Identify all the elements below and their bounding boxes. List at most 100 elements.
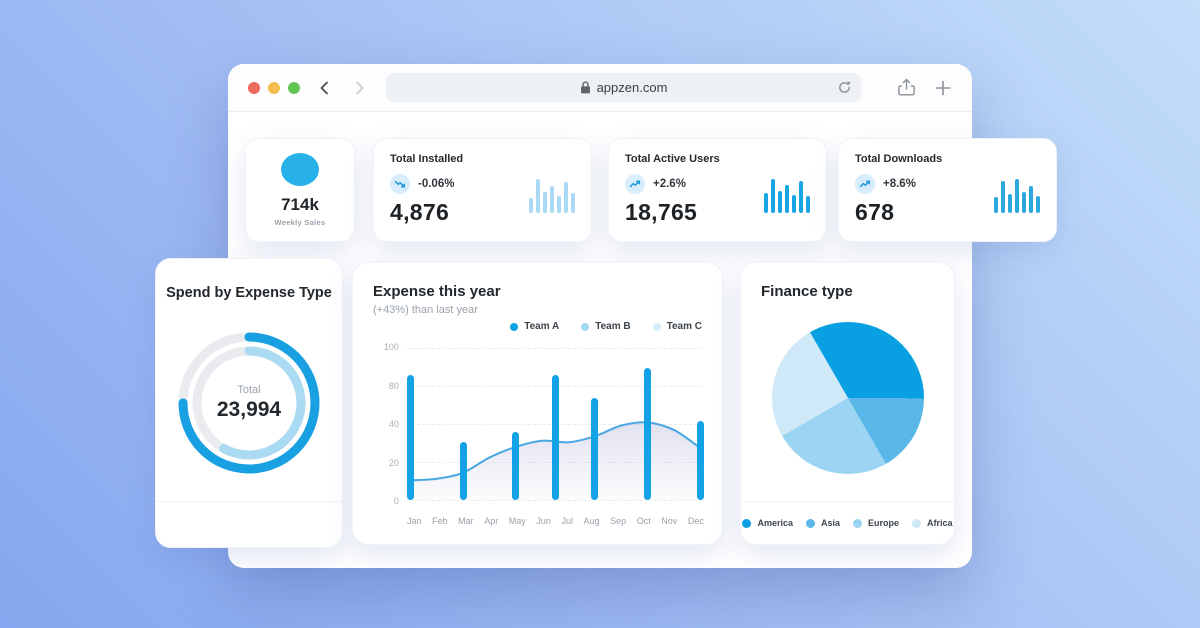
- delta-value: +2.6%: [653, 178, 686, 190]
- legend-label: America: [757, 518, 793, 528]
- donut-chart: Total 23,994: [173, 327, 325, 479]
- x-tick-label: Mar: [458, 516, 474, 526]
- card-title: Spend by Expense Type: [166, 285, 332, 301]
- finance-type-card: Finance type America Asia Europe Africa: [740, 262, 955, 545]
- delta-value: -0.06%: [418, 178, 455, 190]
- plot-area: [406, 348, 704, 501]
- x-tick-label: Sep: [610, 516, 627, 526]
- spark-bar: [543, 192, 547, 213]
- pie-legend: America Asia Europe Africa: [741, 502, 954, 544]
- spark-bar: [1015, 178, 1019, 213]
- spark-bar: [1008, 193, 1012, 213]
- y-tick-label: 0: [393, 496, 399, 506]
- donut-total-value: 23,994: [216, 398, 282, 421]
- stat-title: Total Installed: [390, 153, 464, 165]
- spark-bar: [806, 196, 810, 213]
- x-tick-label: Apr: [484, 516, 499, 526]
- x-tick-label: Jul: [561, 516, 573, 526]
- spark-bar: [564, 182, 568, 213]
- legend-dot-icon: [853, 518, 862, 528]
- spark-bar: [557, 196, 561, 213]
- expense-this-year-card: Expense this year (+43%) than last year …: [352, 262, 723, 545]
- new-tab-button[interactable]: [934, 79, 952, 97]
- legend-dot-icon: [581, 322, 590, 331]
- legend-item: Africa: [912, 518, 953, 528]
- stat-title: Total Active Users: [625, 153, 720, 165]
- donut-total-label: Total: [237, 384, 261, 396]
- gridline: [406, 348, 702, 349]
- spark-bar: [778, 190, 782, 213]
- divider: [741, 501, 954, 502]
- chart-legend: Team A Team B Team C: [510, 321, 702, 332]
- close-window-button[interactable]: [248, 81, 260, 94]
- legend-label: Africa: [927, 518, 953, 528]
- spark-bar: [994, 197, 998, 213]
- stat-title: Total Downloads: [855, 153, 943, 165]
- weekly-sales-label: Weekly Sales: [274, 218, 326, 227]
- weekly-sales-value: 714k: [281, 195, 319, 214]
- x-tick-label: Feb: [432, 516, 448, 526]
- total-installed-card: Total Installed -0.06% 4,876: [373, 138, 592, 242]
- delta-row: +2.6%: [625, 174, 810, 194]
- total-downloads-card: Total Downloads +8.6% 678: [838, 138, 1057, 242]
- zoom-window-button[interactable]: [288, 81, 300, 94]
- trend-down-icon: [390, 174, 410, 194]
- spark-bar: [764, 193, 768, 213]
- spark-bar: [1036, 195, 1040, 213]
- trend-up-icon: [625, 174, 645, 194]
- y-tick-label: 80: [388, 380, 399, 391]
- spend-by-expense-type-card: Spend by Expense Type Total 23,994: [155, 258, 343, 548]
- x-axis: Jan Feb Mar Apr May Jun Jul Aug Sep Oct Nov Dec: [407, 516, 704, 526]
- card-subtitle: (+43%) than last year: [373, 304, 478, 316]
- back-button[interactable]: [316, 79, 334, 97]
- total-active-users-card: Total Active Users +2.6% 18,765: [608, 138, 827, 242]
- spark-bar: [1022, 192, 1026, 213]
- x-tick-label: Oct: [636, 516, 651, 526]
- bar-jun-jul: [551, 375, 559, 500]
- delta-row: -0.06%: [390, 174, 575, 194]
- legend-dot-icon: [510, 322, 519, 331]
- card-title: Expense this year: [373, 283, 501, 300]
- reload-button[interactable]: [837, 80, 852, 95]
- url-text: appzen.com: [596, 80, 668, 95]
- spark-bar: [550, 186, 554, 213]
- divider: [156, 501, 342, 502]
- spark-bar: [792, 195, 796, 213]
- x-tick-label: Aug: [583, 516, 600, 526]
- mini-bar-chart: [529, 177, 575, 213]
- minimize-window-button[interactable]: [268, 81, 280, 94]
- x-tick-label: Dec: [687, 516, 704, 526]
- bar-dec: [696, 420, 704, 500]
- spark-bar: [529, 197, 533, 213]
- spark-bar: [785, 184, 789, 213]
- legend-label: Team C: [666, 321, 702, 332]
- legend-label: Europe: [868, 518, 900, 528]
- x-tick-label: May: [508, 516, 526, 526]
- card-title: Finance type: [761, 283, 853, 300]
- mini-bar-chart: [994, 177, 1040, 213]
- bar-oct: [644, 367, 652, 500]
- delta-row: +8.6%: [855, 174, 1040, 194]
- legend-dot-icon: [652, 322, 661, 331]
- spark-bar: [536, 178, 540, 213]
- mini-bar-chart: [764, 177, 810, 213]
- share-icon[interactable]: [897, 78, 916, 97]
- spark-bar: [1001, 181, 1005, 213]
- legend-dot-icon: [912, 518, 922, 528]
- x-tick-label: Jun: [536, 516, 551, 526]
- pie-chart: [771, 322, 924, 474]
- trend-up-icon: [855, 174, 875, 194]
- bar-mar: [459, 442, 467, 500]
- forward-button[interactable]: [350, 79, 368, 97]
- stat-value: 18,765: [625, 199, 698, 225]
- legend-dot-icon: [805, 518, 815, 528]
- legend-item: Team B: [581, 321, 631, 332]
- stat-value: 4,876: [390, 199, 450, 225]
- legend-label: Team B: [595, 321, 631, 332]
- x-tick-label: Jan: [407, 516, 422, 526]
- y-tick-label: 20: [388, 457, 399, 468]
- bar-aug: [591, 398, 599, 500]
- address-bar[interactable]: appzen.com: [386, 73, 861, 102]
- spark-bar: [1029, 186, 1033, 213]
